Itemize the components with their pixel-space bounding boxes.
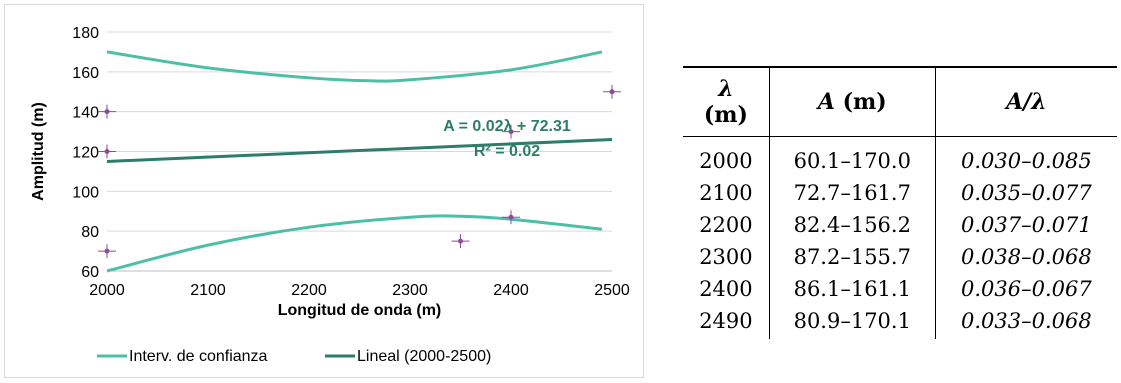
data-point <box>104 109 110 115</box>
x-tick-label: 2400 <box>493 282 529 299</box>
legend-label: Interv. de confianza <box>129 348 268 365</box>
y-tick-label: 60 <box>81 264 99 281</box>
cell-lambda: 2200 <box>683 209 770 241</box>
cell-amplitude: 72.7–161.7 <box>769 177 936 209</box>
data-point <box>609 89 615 95</box>
table-row: 2400 86.1–161.1 0.036–0.067 <box>683 273 1117 305</box>
x-tick-label: 2500 <box>594 282 630 299</box>
data-point <box>508 129 514 135</box>
y-tick-label: 120 <box>72 145 99 162</box>
x-tick-label: 2000 <box>89 282 125 299</box>
cell-ratio: 0.038–0.068 <box>960 245 1092 269</box>
y-tick-label: 180 <box>72 25 99 42</box>
cell-amplitude: 86.1–161.1 <box>769 273 936 305</box>
table-row: 2490 80.9–170.1 0.033–0.068 <box>683 305 1117 339</box>
confidence-lower-curve <box>106 214 603 273</box>
x-tick-label: 2300 <box>392 282 428 299</box>
r-squared-label: R² = 0.02 <box>474 143 540 160</box>
header-lambda: λ (m) <box>683 67 770 136</box>
y-axis-title: Amplitud (m) <box>30 102 47 201</box>
y-tick-label: 160 <box>72 65 99 82</box>
cell-amplitude: 60.1–170.0 <box>769 136 936 177</box>
cell-ratio: 0.030–0.085 <box>960 149 1092 173</box>
header-amplitude-unit: (m) <box>842 89 887 115</box>
chart-svg: 60 80 100 120 140 160 180 2000 2100 2200 2300 2400 2… <box>30 25 630 365</box>
y-tick-label: 100 <box>72 184 99 201</box>
cell-lambda: 2300 <box>683 241 770 273</box>
cell-amplitude: 82.4–156.2 <box>769 209 936 241</box>
header-lambda-symbol: λ <box>718 76 734 102</box>
cell-lambda: 2400 <box>683 273 770 305</box>
amplitude-table: λ (m) A (m) A/λ 2000 60.1–170.0 0.030–0.08… <box>683 66 1117 339</box>
cell-ratio: 0.035–0.077 <box>960 181 1092 205</box>
table-row: 2000 60.1–170.0 0.030–0.085 <box>683 136 1117 177</box>
fit-equation-label: A = 0.02λ + 72.31 <box>443 118 571 135</box>
legend-label: Lineal (2000-2500) <box>357 348 491 365</box>
chart-panel: 60 80 100 120 140 160 180 2000 2100 2200 2300 2400 2… <box>4 4 644 378</box>
confidence-upper-curve <box>106 50 603 83</box>
data-point <box>508 214 514 220</box>
table-body: 2000 60.1–170.0 0.030–0.085 2100 72.7–161.7 0… <box>683 136 1117 339</box>
x-tick-label: 2200 <box>291 282 327 299</box>
table-row: 2300 87.2–155.7 0.038–0.068 <box>683 241 1117 273</box>
x-axis-title: Longitud de onda (m) <box>278 302 442 319</box>
cell-ratio: 0.033–0.068 <box>960 309 1092 333</box>
header-amplitude-symbol: A <box>817 89 835 115</box>
data-point <box>104 149 110 154</box>
cell-amplitude: 87.2–155.7 <box>769 241 936 273</box>
x-tick-label: 2100 <box>190 282 226 299</box>
cell-lambda: 2490 <box>683 305 770 339</box>
table-row: 2200 82.4–156.2 0.037–0.071 <box>683 209 1117 241</box>
header-lambda-unit: (m) <box>703 102 748 128</box>
linear-fit-line <box>106 138 613 163</box>
amplitude-table-panel: λ (m) A (m) A/λ 2000 60.1–170.0 0.030–0.08… <box>683 66 1117 339</box>
table-row: 2100 72.7–161.7 0.035–0.077 <box>683 177 1117 209</box>
data-point <box>458 238 463 244</box>
header-ratio: A/λ <box>1006 89 1047 115</box>
header-amplitude: A (m) <box>769 67 936 136</box>
y-tick-label: 140 <box>72 105 99 122</box>
cell-lambda: 2100 <box>683 177 770 209</box>
data-point <box>104 248 110 254</box>
y-tick-label: 80 <box>81 224 99 241</box>
cell-lambda: 2000 <box>683 136 770 177</box>
cell-ratio: 0.037–0.071 <box>960 213 1092 237</box>
cell-amplitude: 80.9–170.1 <box>769 305 936 339</box>
cell-ratio: 0.036–0.067 <box>960 277 1092 301</box>
